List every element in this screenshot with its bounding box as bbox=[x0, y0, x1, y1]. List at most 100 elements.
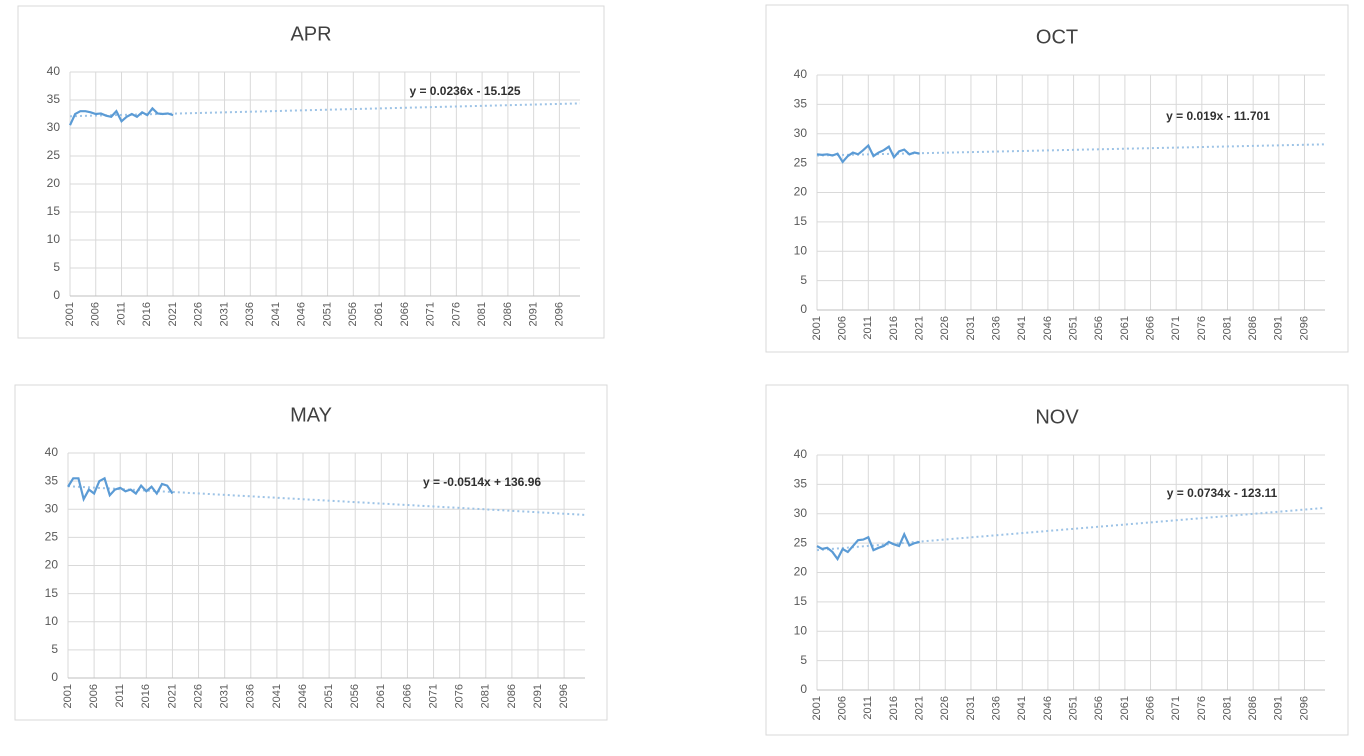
x-tick-label: 2096 bbox=[553, 302, 565, 326]
x-tick-label: 2021 bbox=[166, 684, 178, 708]
data-line bbox=[69, 106, 174, 126]
data-line bbox=[816, 143, 920, 164]
y-tick-label: 0 bbox=[800, 302, 807, 316]
x-tick-label: 2036 bbox=[244, 302, 256, 326]
x-tick-label: 2016 bbox=[140, 684, 152, 708]
x-tick-label: 2016 bbox=[888, 316, 900, 340]
x-tick-label: 2006 bbox=[88, 684, 100, 708]
x-tick-label: 2031 bbox=[218, 302, 230, 326]
y-tick-label: 0 bbox=[800, 682, 807, 696]
y-tick-label: 20 bbox=[47, 176, 61, 190]
x-tick-label: 2011 bbox=[115, 302, 127, 326]
chart-panel: OCT 0 5 10 15 20 25 30 35 40 2001 2006 2011 2016 2021 2… bbox=[765, 4, 1349, 353]
trendline-equation: y = 0.019x - 11.701 bbox=[1166, 109, 1270, 123]
x-tick-label: 2031 bbox=[219, 684, 231, 708]
x-tick-label: 2066 bbox=[1144, 696, 1156, 720]
x-tick-label: 2001 bbox=[811, 696, 823, 720]
y-tick-label: 10 bbox=[47, 232, 61, 246]
chart-panel: NOV 0 5 10 15 20 25 30 35 40 2001 2006 2011 2016 2021 2… bbox=[765, 384, 1349, 736]
x-tick-label: 2011 bbox=[862, 696, 874, 720]
x-tick-label: 2086 bbox=[506, 684, 518, 708]
chart-title: MAY bbox=[290, 404, 332, 426]
panel-border bbox=[765, 384, 1349, 736]
x-tick-label: 2006 bbox=[837, 696, 849, 720]
x-tick-label: 2091 bbox=[1273, 696, 1285, 720]
x-tick-label: 2046 bbox=[296, 302, 308, 326]
y-tick-label: 25 bbox=[47, 148, 61, 162]
y-tick-label: 40 bbox=[47, 64, 61, 78]
x-tick-label: 2041 bbox=[1016, 316, 1028, 340]
x-tick-label: 2056 bbox=[347, 302, 359, 326]
y-tick-label: 0 bbox=[51, 670, 58, 684]
x-tick-label: 2096 bbox=[558, 684, 570, 708]
x-tick-label: 2081 bbox=[480, 684, 492, 708]
x-tick-label: 2091 bbox=[1273, 316, 1285, 340]
x-tick-label: 2076 bbox=[1196, 316, 1208, 340]
y-tick-label: 30 bbox=[45, 501, 59, 515]
x-tick-label: 2076 bbox=[450, 302, 462, 326]
x-tick-label: 2011 bbox=[862, 316, 874, 340]
x-tick-label: 2036 bbox=[991, 316, 1003, 340]
y-tick-label: 40 bbox=[794, 447, 808, 461]
x-tick-label: 2066 bbox=[401, 684, 413, 708]
y-tick-label: 30 bbox=[794, 506, 808, 520]
x-tick-label: 2096 bbox=[1298, 316, 1310, 340]
y-tick-label: 5 bbox=[51, 642, 58, 656]
x-tick-label: 2001 bbox=[62, 684, 74, 708]
x-tick-label: 2081 bbox=[1221, 316, 1233, 340]
y-tick-label: 35 bbox=[47, 92, 61, 106]
panel-border bbox=[765, 4, 1349, 353]
trendline bbox=[69, 102, 581, 118]
y-tick-label: 15 bbox=[45, 586, 59, 600]
x-tick-label: 2026 bbox=[939, 696, 951, 720]
x-tick-label: 2061 bbox=[1119, 316, 1131, 340]
y-tick-label: 5 bbox=[800, 653, 807, 667]
chart-panel: APR 0 5 10 15 20 25 30 35 40 2001 2006 2011 2016 2021 2… bbox=[17, 5, 605, 339]
x-tick-label: 2051 bbox=[321, 302, 333, 326]
x-tick-label: 2091 bbox=[532, 684, 544, 708]
y-tick-label: 20 bbox=[794, 565, 808, 579]
x-tick-label: 2036 bbox=[245, 684, 257, 708]
y-tick-label: 40 bbox=[45, 445, 59, 459]
x-tick-label: 2046 bbox=[1042, 316, 1054, 340]
y-tick-label: 10 bbox=[794, 623, 808, 637]
panel-border bbox=[14, 384, 608, 721]
data-line bbox=[67, 476, 174, 503]
y-tick-label: 35 bbox=[45, 473, 59, 487]
x-tick-label: 2051 bbox=[323, 684, 335, 708]
y-tick-label: 25 bbox=[794, 155, 808, 169]
y-tick-label: 20 bbox=[45, 558, 59, 572]
x-tick-label: 2011 bbox=[114, 684, 126, 708]
x-tick-label: 2081 bbox=[1221, 696, 1233, 720]
x-tick-label: 2061 bbox=[373, 302, 385, 326]
x-tick-label: 2056 bbox=[1093, 696, 1105, 720]
x-tick-label: 2006 bbox=[837, 316, 849, 340]
x-tick-label: 2071 bbox=[1170, 316, 1182, 340]
x-tick-label: 2031 bbox=[965, 696, 977, 720]
y-tick-label: 15 bbox=[794, 594, 808, 608]
y-tick-label: 25 bbox=[45, 530, 59, 544]
y-tick-label: 10 bbox=[794, 243, 808, 257]
x-tick-label: 2021 bbox=[914, 696, 926, 720]
x-tick-label: 2036 bbox=[991, 696, 1003, 720]
y-tick-label: 5 bbox=[53, 260, 60, 274]
y-tick-label: 30 bbox=[47, 120, 61, 134]
panel-border bbox=[17, 5, 605, 339]
y-tick-label: 30 bbox=[794, 126, 808, 140]
x-tick-label: 2031 bbox=[965, 316, 977, 340]
y-tick-label: 40 bbox=[794, 67, 808, 81]
x-tick-label: 2061 bbox=[1119, 696, 1131, 720]
x-tick-label: 2086 bbox=[1247, 696, 1259, 720]
x-tick-label: 2081 bbox=[476, 302, 488, 326]
x-tick-label: 2051 bbox=[1067, 316, 1079, 340]
data-line bbox=[816, 531, 920, 562]
y-tick-label: 25 bbox=[794, 535, 808, 549]
x-tick-label: 2086 bbox=[1247, 316, 1259, 340]
trendline-equation: y = -0.0514x + 136.96 bbox=[423, 475, 541, 489]
x-tick-label: 2076 bbox=[1196, 696, 1208, 720]
x-tick-label: 2006 bbox=[90, 302, 102, 326]
x-tick-label: 2086 bbox=[502, 302, 514, 326]
y-tick-label: 0 bbox=[53, 288, 60, 302]
x-tick-label: 2016 bbox=[888, 696, 900, 720]
